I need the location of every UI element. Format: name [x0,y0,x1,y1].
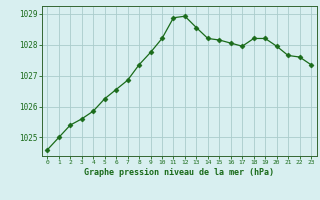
X-axis label: Graphe pression niveau de la mer (hPa): Graphe pression niveau de la mer (hPa) [84,168,274,177]
